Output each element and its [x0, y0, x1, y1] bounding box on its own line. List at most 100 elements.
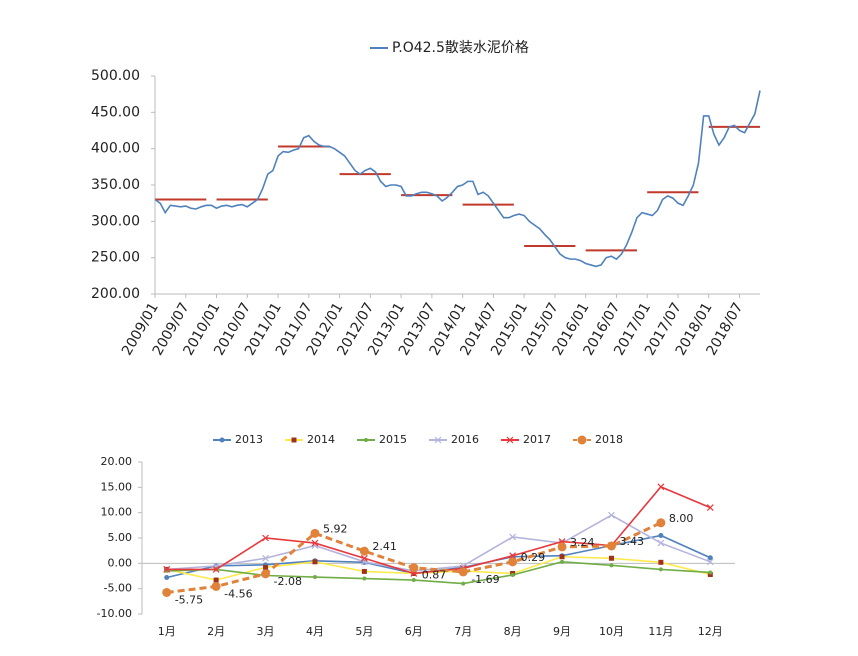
- x-tick-label: 9月: [553, 625, 571, 638]
- series-line: [154, 90, 761, 268]
- marker: [609, 563, 614, 568]
- marker: [312, 559, 318, 565]
- marker: [510, 572, 515, 577]
- marker: [708, 570, 713, 575]
- marker: [608, 511, 615, 519]
- marker: [312, 575, 317, 580]
- legend-label: 2018: [595, 433, 623, 446]
- x-tick-label: 1月: [158, 625, 176, 638]
- marker: [559, 554, 565, 560]
- marker: [434, 436, 442, 444]
- y-tick-label: 450.00: [91, 104, 140, 120]
- legend-label: 2015: [379, 433, 407, 446]
- marker: [262, 554, 269, 562]
- marker: [162, 587, 172, 597]
- y-tick-label: 5.00: [108, 531, 133, 544]
- data-label: -1.69: [471, 573, 499, 586]
- marker: [411, 578, 416, 583]
- data-label: 0.87: [422, 569, 447, 582]
- marker: [211, 581, 221, 591]
- x-tick-label: 4月: [306, 625, 324, 638]
- marker: [658, 532, 664, 538]
- marker: [560, 559, 565, 564]
- marker: [608, 555, 614, 561]
- marker: [219, 437, 225, 443]
- x-tick-label: 11月: [648, 625, 673, 638]
- marker: [509, 533, 517, 541]
- marker: [362, 576, 367, 581]
- x-tick-label: 5月: [355, 625, 373, 638]
- marker: [658, 559, 664, 565]
- legend-label: 2016: [451, 433, 479, 446]
- marker: [311, 539, 319, 547]
- y-tick-label: 350.00: [91, 177, 140, 193]
- marker: [658, 567, 663, 572]
- data-label: 8.00: [669, 512, 694, 525]
- y-tick-label: -5.00: [104, 582, 132, 595]
- y-tick-label: 20.00: [101, 455, 133, 468]
- series-line: [166, 485, 711, 575]
- legend-label: 2017: [523, 433, 551, 446]
- marker: [262, 534, 269, 542]
- legend-label: 2013: [235, 433, 263, 446]
- data-label: 5.92: [323, 522, 348, 535]
- y-tick-label: 250.00: [91, 250, 140, 266]
- data-label: -2.08: [274, 575, 302, 588]
- marker: [557, 542, 567, 552]
- marker: [656, 518, 666, 528]
- series-line: [166, 514, 711, 572]
- marker: [506, 436, 514, 444]
- data-label: 2.41: [372, 540, 397, 553]
- x-tick-label: 6月: [405, 625, 423, 638]
- data-label: -5.75: [175, 593, 203, 606]
- marker: [657, 483, 665, 491]
- y-tick-label: 400.00: [91, 141, 140, 157]
- marker: [163, 565, 171, 573]
- x-tick-label: 10月: [599, 625, 624, 638]
- marker: [213, 577, 219, 583]
- y-tick-label: 0.00: [108, 556, 133, 569]
- y-tick-label: -10.00: [97, 607, 132, 620]
- data-label: 3.24: [570, 536, 595, 549]
- legend-label: P.O42.5散装水泥价格: [392, 40, 529, 56]
- marker: [458, 567, 468, 577]
- marker: [360, 554, 368, 562]
- marker: [706, 558, 714, 566]
- marker: [361, 568, 367, 574]
- marker: [461, 581, 466, 586]
- marker: [359, 546, 369, 556]
- marker: [509, 552, 517, 560]
- data-label: 0.29: [521, 551, 546, 564]
- x-tick-label: 7月: [454, 625, 472, 638]
- marker: [164, 575, 170, 581]
- marker: [310, 528, 320, 538]
- marker: [261, 569, 271, 579]
- marker: [263, 564, 269, 570]
- x-tick-label: 2月: [207, 625, 225, 638]
- marker: [508, 557, 518, 567]
- marker: [706, 504, 714, 512]
- data-label: 3.43: [619, 535, 644, 548]
- marker: [291, 437, 297, 443]
- marker: [606, 541, 616, 551]
- y-tick-label: 500.00: [91, 68, 140, 84]
- x-tick-label: 12月: [698, 625, 723, 638]
- marker: [364, 438, 368, 442]
- y-tick-label: 200.00: [91, 286, 140, 302]
- x-tick-label: 3月: [257, 625, 275, 638]
- marker: [409, 563, 419, 573]
- marker: [577, 435, 587, 445]
- chart: 200.00 250.00 300.00 350.00 400.00 450.00 500.…: [91, 40, 761, 358]
- marker: [707, 555, 713, 561]
- marker: [657, 539, 665, 547]
- marker: [212, 565, 220, 573]
- y-tick-label: 10.00: [101, 506, 133, 519]
- legend-label: 2014: [307, 433, 335, 446]
- series-line: [166, 555, 711, 581]
- marker: [707, 571, 713, 577]
- y-tick-label: 15.00: [101, 480, 133, 493]
- y-tick-label: 300.00: [91, 213, 140, 229]
- chart: -10.00 -5.00 0.00 5.00 10.00 15.00 20.00 1月 2月 3月…: [97, 433, 735, 638]
- data-label: -4.56: [224, 587, 252, 600]
